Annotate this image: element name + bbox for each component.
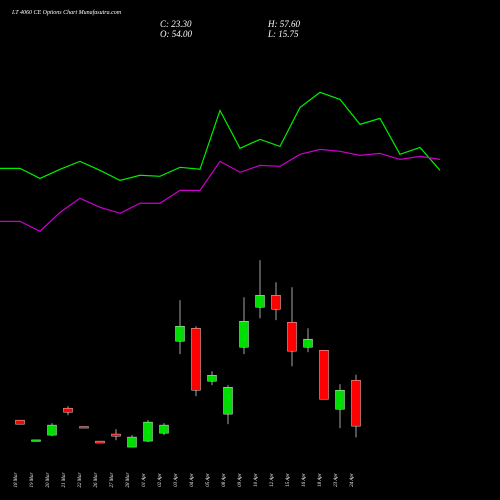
candle-body <box>63 407 73 413</box>
candle-body <box>175 326 185 342</box>
candle-body <box>351 379 361 427</box>
overlay-line <box>0 91 441 181</box>
x-tick-label: 04 Apr <box>190 473 195 487</box>
candle-body <box>127 436 137 448</box>
x-tick-label: 18 Mar <box>14 473 19 488</box>
x-tick-label: 10 Apr <box>254 473 259 487</box>
overlay-line <box>0 148 441 232</box>
candle-body <box>95 440 105 444</box>
x-tick-label: 21 Mar <box>62 473 67 488</box>
candle-body <box>143 421 153 442</box>
candle-body <box>159 424 169 434</box>
x-tick-label: 05 Apr <box>206 473 211 487</box>
candle-body <box>335 390 345 410</box>
candle-body <box>207 375 217 382</box>
candle-body <box>223 387 233 415</box>
candle-body <box>271 295 281 310</box>
candle-body <box>303 338 313 348</box>
candle-body <box>47 424 57 436</box>
x-tick-label: 03 Apr <box>174 473 179 487</box>
x-tick-label: 15 Apr <box>286 473 291 487</box>
open-label: O: 54.00 <box>160 29 192 39</box>
candle-body <box>79 426 89 429</box>
candle-body <box>255 295 265 308</box>
x-tick-label: 27 Mar <box>110 473 115 488</box>
candle-body <box>319 350 329 400</box>
x-tick-label: 09 Apr <box>238 473 243 487</box>
close-label: C: 23.30 <box>160 19 192 29</box>
candle-body <box>31 439 41 442</box>
x-tick-label: 12 Apr <box>270 473 275 487</box>
x-tick-label: 19 Mar <box>30 473 35 488</box>
high-label: H: 57.60 <box>267 19 300 29</box>
x-tick-label: 08 Apr <box>222 473 227 487</box>
candle-body <box>191 328 201 391</box>
x-tick-label: 16 Apr <box>302 473 307 487</box>
x-tick-label: 28 Mar <box>126 473 131 488</box>
low-label: L: 15.75 <box>267 29 299 39</box>
candle-body <box>15 419 25 425</box>
x-tick-label: 02 Apr <box>158 473 163 487</box>
x-tick-label: 01 Apr <box>142 473 147 487</box>
x-tick-label: 18 Apr <box>318 473 323 487</box>
x-tick-label: 24 Apr <box>350 473 355 487</box>
candle-body <box>287 322 297 352</box>
candle-body <box>239 321 249 348</box>
x-tick-label: 20 Mar <box>46 473 51 488</box>
x-tick-label: 22 Mar <box>78 473 83 488</box>
x-tick-label: 26 Mar <box>94 473 99 488</box>
x-tick-label: 23 Apr <box>334 473 339 487</box>
chart-title: LT 4060 CE Options Chart Munafasutra.com <box>11 9 122 16</box>
candle-body <box>111 433 121 437</box>
